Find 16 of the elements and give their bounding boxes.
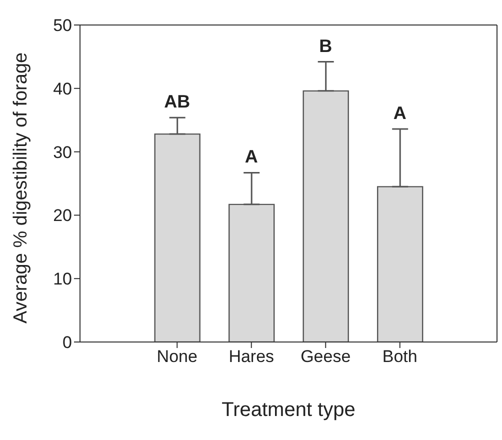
x-tick-label: Geese	[300, 347, 351, 366]
annotation: AB	[164, 92, 190, 112]
y-axis-title: Average % digestibility of forage	[10, 52, 32, 324]
x-tick-label: Both	[382, 347, 418, 366]
y-tick-label: 0	[62, 333, 72, 352]
annotation: B	[319, 36, 332, 56]
annotation: A	[393, 102, 406, 123]
x-axis-title: Treatment type	[222, 399, 356, 421]
y-tick-label: 40	[53, 79, 72, 98]
x-tick-label: None	[156, 347, 198, 366]
annotation: A	[244, 146, 258, 167]
x-tick-label: Hares	[228, 347, 274, 366]
y-tick-label: 30	[53, 142, 72, 162]
y-tick-label: 50	[53, 16, 72, 36]
y-tick-label: 10	[53, 270, 72, 289]
y-tick-label: 20	[53, 206, 72, 226]
